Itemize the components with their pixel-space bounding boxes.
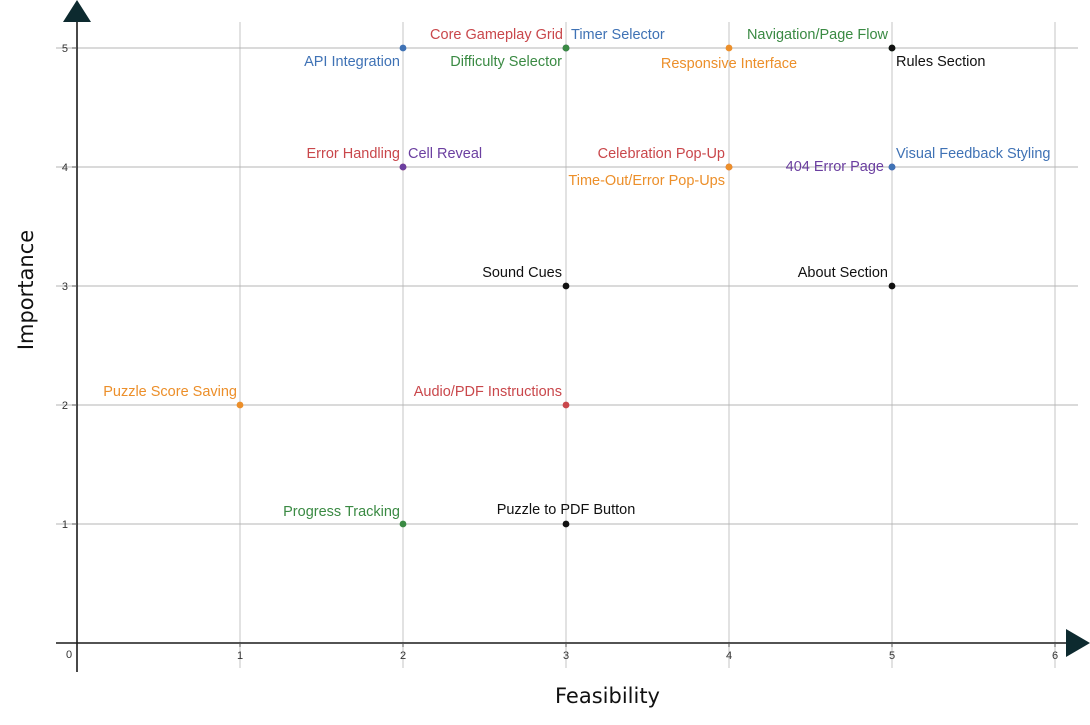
point-label: Cell Reveal (408, 146, 482, 162)
point-label: Audio/PDF Instructions (414, 384, 562, 400)
x-tick-label: 5 (889, 650, 895, 662)
point-label: API Integration (304, 54, 400, 70)
data-point (562, 520, 570, 528)
data-point (725, 44, 733, 52)
point-label: Responsive Interface (661, 56, 797, 72)
point-label: Progress Tracking (283, 504, 400, 520)
point-label: Error Handling (307, 146, 401, 162)
y-tick-label: 3 (62, 281, 68, 293)
data-point (562, 44, 570, 52)
data-point (236, 401, 244, 409)
point-label: 404 Error Page (786, 159, 884, 175)
y-tick-label: 2 (62, 400, 68, 412)
x-tick-label: 3 (563, 650, 569, 662)
point-label: Sound Cues (482, 265, 562, 281)
y-tick-label: 5 (62, 43, 68, 55)
y-tick-label: 4 (62, 162, 68, 174)
point-label: Time-Out/Error Pop-Ups (568, 173, 725, 189)
data-point (562, 282, 570, 290)
data-point (562, 401, 570, 409)
x-tick-label: 2 (400, 650, 406, 662)
x-axis-arrow-icon (1066, 629, 1090, 657)
data-point (888, 163, 896, 171)
data-point (399, 520, 407, 528)
data-point (399, 163, 407, 171)
y-axis-title: Importance (14, 229, 38, 351)
x-tick-label: 0 (66, 649, 72, 661)
data-point (888, 44, 896, 52)
y-tick-label: 1 (62, 519, 68, 531)
x-axis-title: Feasibility (555, 684, 660, 708)
point-label: Puzzle to PDF Button (497, 502, 636, 518)
point-label: Rules Section (896, 54, 985, 70)
x-tick-label: 6 (1052, 650, 1058, 662)
point-label: Difficulty Selector (450, 54, 562, 70)
data-point (888, 282, 896, 290)
point-label: Puzzle Score Saving (103, 384, 237, 400)
point-label: About Section (798, 265, 888, 281)
point-label: Core Gameplay Grid (430, 27, 563, 43)
point-label: Timer Selector (571, 27, 665, 43)
y-axis-arrow-icon (63, 0, 91, 22)
point-label: Visual Feedback Styling (896, 146, 1051, 162)
data-point (399, 44, 407, 52)
point-label: Navigation/Page Flow (747, 27, 889, 43)
data-point (725, 163, 733, 171)
point-label: Celebration Pop-Up (598, 146, 725, 162)
x-tick-label: 4 (726, 650, 732, 662)
x-tick-label: 1 (237, 650, 243, 662)
